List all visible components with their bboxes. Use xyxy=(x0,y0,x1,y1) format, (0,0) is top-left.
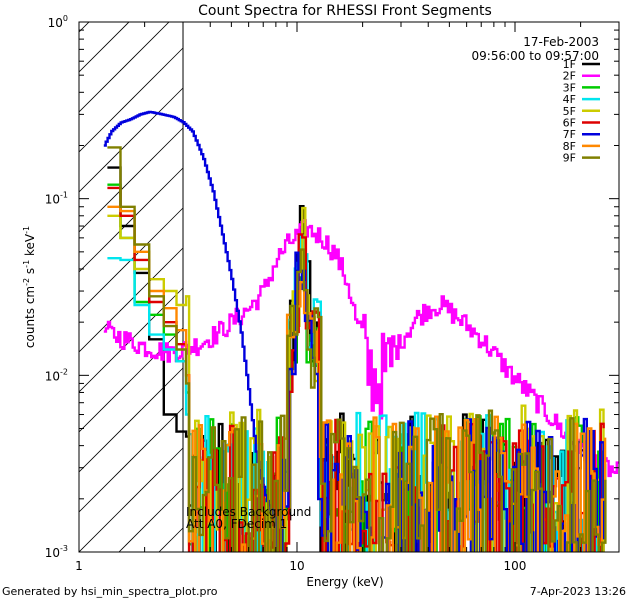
hatch-line xyxy=(79,127,184,233)
legend-label-9F: 9F xyxy=(563,152,576,165)
legend-label-1F: 1F xyxy=(563,58,576,71)
hatch-line xyxy=(79,22,170,113)
annotation-attenuator: Att A0, FDecim 1 xyxy=(186,517,287,531)
hatch-line xyxy=(79,367,184,473)
hatch-line xyxy=(158,527,184,552)
y-tick-label: 10-1 xyxy=(45,191,68,207)
series-line-9F xyxy=(107,146,607,552)
x-tick-label: 100 xyxy=(504,559,527,573)
chart-title: Count Spectra for RHESSI Front Segments xyxy=(198,3,492,19)
hatch-line xyxy=(79,287,184,393)
legend-label-6F: 6F xyxy=(563,117,576,130)
legend-label-3F: 3F xyxy=(563,81,576,94)
hatch-line xyxy=(118,487,184,552)
time-range-label: 09:56:00 to 09:57:00 xyxy=(472,49,599,63)
legend-label-4F: 4F xyxy=(563,93,576,106)
hatch-line xyxy=(79,247,184,353)
legend-label-7F: 7F xyxy=(563,128,576,141)
y-axis-label: counts cm-2 s-1 keV-1 xyxy=(22,226,37,348)
legend-label-8F: 8F xyxy=(563,140,576,153)
axes: 1 10 100 10-3 10-2 10-1 100 xyxy=(45,14,620,573)
hatch-line xyxy=(79,447,184,552)
y-tick-label: 100 xyxy=(48,14,68,30)
hatched-region xyxy=(79,22,184,552)
legend-label-5F: 5F xyxy=(563,105,576,118)
x-tick-label: 1 xyxy=(75,559,83,573)
annotation-background: Includes Background xyxy=(186,505,311,519)
series-layer xyxy=(103,110,619,552)
date-label: 17-Feb-2003 xyxy=(523,35,599,49)
plot-frame xyxy=(78,21,620,553)
y-tick-label: 10-2 xyxy=(45,367,68,383)
x-axis-label: Energy (keV) xyxy=(306,575,383,589)
x-tick-label: 10 xyxy=(289,559,304,573)
legend-label-2F: 2F xyxy=(563,70,576,83)
hatch-line xyxy=(79,407,184,513)
series-line-7F xyxy=(103,110,605,552)
series-line-2F xyxy=(103,219,619,478)
hatch-line xyxy=(79,47,184,153)
hatch-line xyxy=(79,167,184,273)
footer-timestamp: 7-Apr-2023 13:26 xyxy=(530,585,626,598)
hatch-line xyxy=(79,87,184,193)
hatch-line xyxy=(79,22,130,73)
footer-generated-by: Generated by hsi_min_spectra_plot.pro xyxy=(2,585,218,598)
y-tick-label: 10-3 xyxy=(45,544,68,560)
hatch-line xyxy=(79,22,90,33)
